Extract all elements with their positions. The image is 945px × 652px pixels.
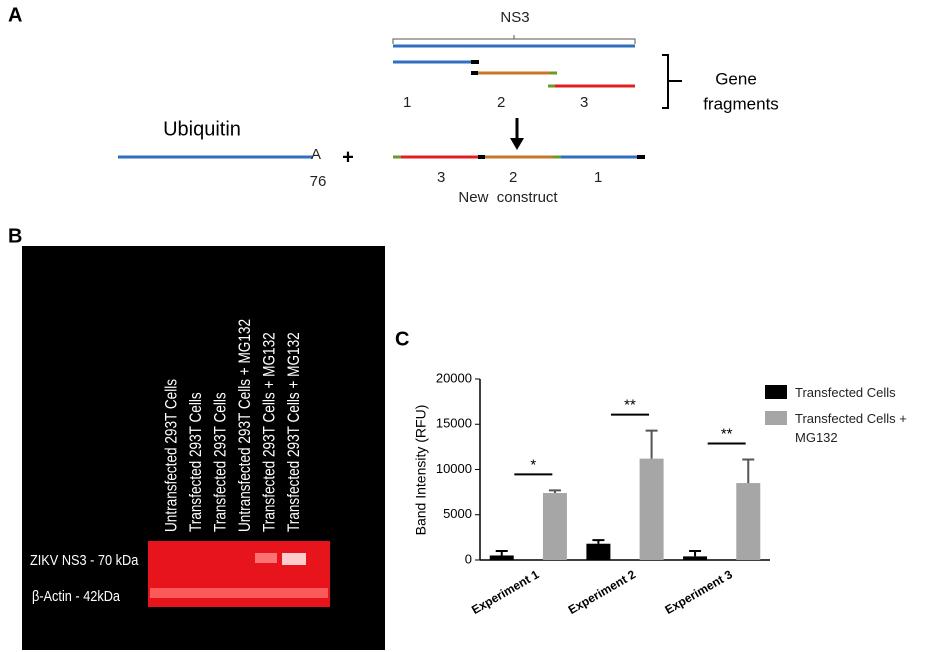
bar	[639, 458, 664, 560]
construct-title: New construct	[458, 189, 558, 206]
legend-swatch	[765, 385, 787, 399]
error-bar	[645, 429, 658, 459]
fragment-label: 3	[580, 94, 588, 111]
ubiquitin-label: Ubiquitin	[163, 118, 241, 140]
bar	[683, 556, 708, 560]
gel-band	[282, 553, 306, 565]
y-tick-label: 0	[465, 551, 472, 566]
lane-label: Transfected 293T Cells + MG132	[260, 332, 279, 532]
panel-letter: B	[8, 225, 22, 247]
error-bar	[742, 458, 755, 484]
fragment-bracket	[662, 54, 682, 109]
gel-band	[255, 553, 277, 563]
error-bar	[548, 489, 561, 494]
error-bar	[592, 539, 605, 544]
x-tick-label: Experiment 2	[566, 567, 639, 617]
gene-label: Gene	[715, 69, 757, 88]
band-label: ZIKV NS3 - 70 kDa	[30, 551, 139, 568]
legend-label: Transfected Cells + MG132	[795, 411, 907, 445]
bar	[489, 555, 514, 560]
error-bar	[689, 549, 702, 557]
significance-label: *	[530, 456, 536, 473]
arrow-head	[510, 138, 524, 150]
fragment-label: 2	[497, 94, 505, 111]
x-tick-label: Experiment 1	[469, 567, 542, 617]
lane-label: Transfected 293T Cells	[187, 392, 206, 532]
ns3-label: NS3	[500, 9, 529, 26]
y-tick-label: 20000	[436, 370, 472, 385]
lane-label: Untransfected 293T Cells	[162, 379, 181, 532]
residue-label: A	[311, 146, 321, 163]
plus-sign: +	[342, 146, 354, 168]
gene-label: fragments	[703, 94, 779, 113]
legend-label: Transfected Cells	[795, 385, 896, 400]
ns3-bracket	[392, 35, 636, 44]
bar	[542, 493, 567, 560]
lane-label: Transfected 293T Cells	[211, 392, 230, 532]
construct-label: 2	[509, 169, 517, 186]
significance-label: **	[624, 397, 636, 414]
x-tick-label: Experiment 3	[662, 567, 735, 617]
y-axis-label: Band Intensity (RFU)	[413, 405, 429, 536]
lane-label: Untransfected 293T Cells + MG132	[236, 319, 255, 532]
gel-band	[150, 588, 328, 598]
legend-swatch	[765, 411, 787, 425]
construct-label: 3	[437, 169, 445, 186]
position-label: 76	[310, 173, 327, 190]
y-tick-label: 10000	[436, 461, 472, 476]
bar	[736, 483, 761, 560]
significance-label: **	[721, 426, 733, 443]
error-bar	[495, 549, 508, 556]
panel-letter: C	[395, 328, 409, 350]
y-tick-label: 15000	[436, 416, 472, 431]
construct-label: 1	[594, 169, 602, 186]
bar	[586, 543, 611, 560]
y-tick-label: 5000	[443, 506, 472, 521]
panel-letter: A	[8, 4, 22, 26]
lane-label: Transfected 293T Cells + MG132	[285, 332, 304, 532]
fragment-label: 1	[403, 94, 411, 111]
band-label: β-Actin - 42kDa	[32, 587, 120, 604]
